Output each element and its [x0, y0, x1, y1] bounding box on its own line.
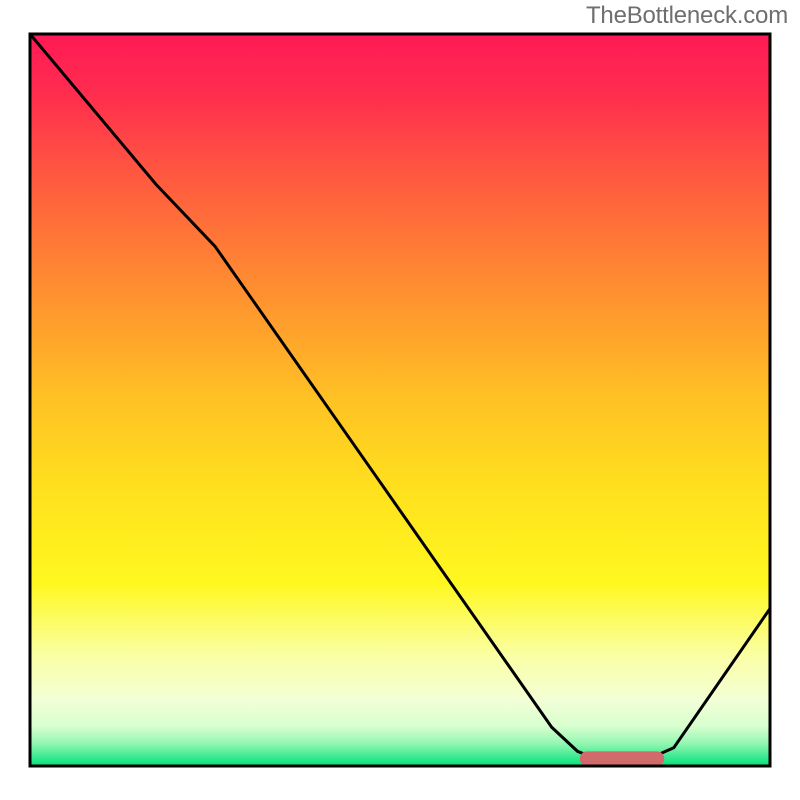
- plot-area: [30, 34, 770, 766]
- chart-container: TheBottleneck.com: [0, 0, 800, 800]
- gradient-background: [30, 34, 770, 766]
- watermark-text: TheBottleneck.com: [586, 2, 788, 30]
- optimal-range-marker: [580, 751, 664, 766]
- bottleneck-curve-chart: [0, 0, 800, 800]
